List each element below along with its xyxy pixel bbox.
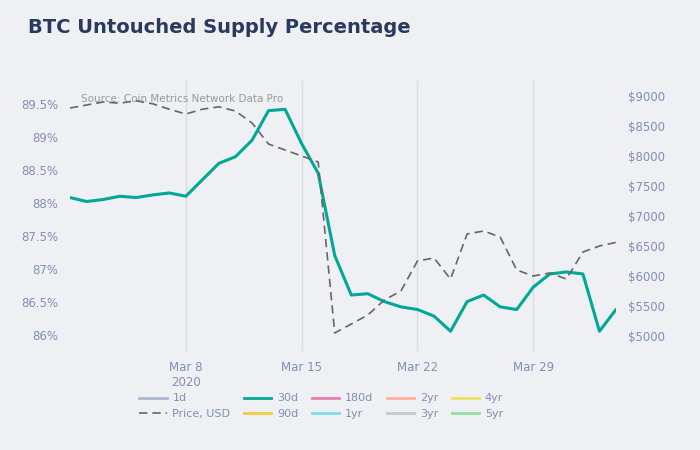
Text: Source: Coin Metrics Network Data Pro: Source: Coin Metrics Network Data Pro [81,94,284,104]
Legend: 1d, Price, USD, 30d, 90d, 180d, 1yr, 2yr, 3yr, 4yr, 5yr: 1d, Price, USD, 30d, 90d, 180d, 1yr, 2yr… [134,389,508,423]
Text: BTC Untouched Supply Percentage: BTC Untouched Supply Percentage [28,18,411,37]
